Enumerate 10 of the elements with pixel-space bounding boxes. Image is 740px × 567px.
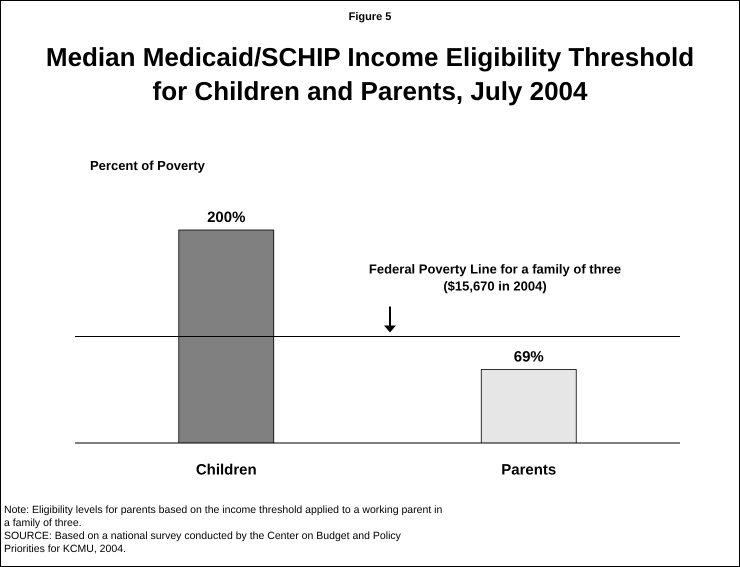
- y-axis-title: Percent of Poverty: [90, 158, 206, 173]
- x-tick-label: Children: [196, 462, 257, 478]
- source-note: SOURCE: Based on a national survey conducted by the Center on Budget and Policy Priorities for KCMU, 2004.: [4, 530, 402, 555]
- chart-title: Median Medicaid/SCHIP Income Eligibility Threshold for Children and Parents, July 2004: [46, 42, 694, 106]
- text: Note: Eligibility levels for parents based on the income threshold applied to a working parent in a family of three.: [4, 504, 442, 529]
- x-tick-label: Parents: [501, 462, 556, 478]
- data-label: 200%: [207, 209, 246, 226]
- ref-line-label: Federal Poverty Line for a family of three ($15,670 in 2004): [368, 262, 622, 294]
- data-label: 69%: [514, 348, 544, 366]
- caption: Figure 5: [348, 11, 392, 23]
